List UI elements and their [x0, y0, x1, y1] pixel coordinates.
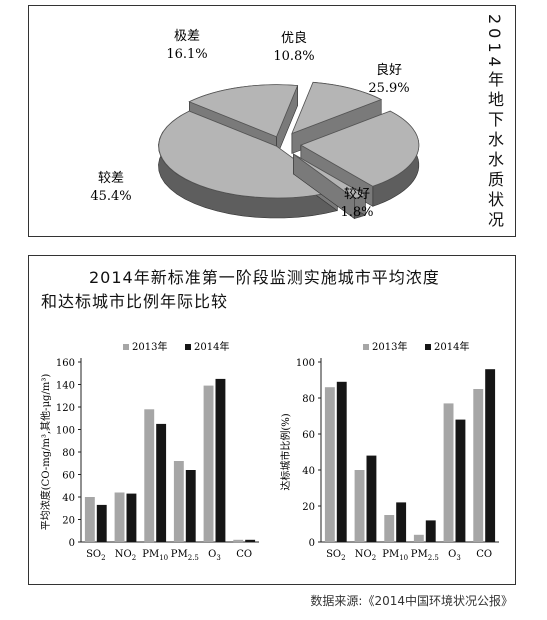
- groundwater-pie-chart: 优良 10.8% 良好 25.9% 较好 1.8% 较差 45.4% 极差 16.1%: [90, 29, 420, 220]
- y-tick-label: 80: [302, 394, 315, 405]
- pie-slice-face: [188, 84, 299, 138]
- bar-2014: [425, 520, 436, 542]
- y-tick-label: 60: [302, 430, 315, 441]
- y-tick-label: 120: [56, 403, 75, 414]
- bar-2014: [215, 378, 226, 542]
- pie-slice-face: [293, 153, 367, 199]
- bar-panel-title-line1: 2014年新标准第一阶段监测实施城市平均浓度: [89, 268, 440, 287]
- legend-swatch: [363, 344, 369, 350]
- y-tick-label: 40: [302, 466, 315, 477]
- x-tick-label: CO: [476, 549, 492, 560]
- air-quality-panel: 2014年新标准第一阶段监测实施城市平均浓度 和达标城市比例年际比较 2013年…: [28, 255, 516, 585]
- pie-slice: [293, 153, 367, 220]
- y-tick-label: 80: [62, 448, 75, 459]
- compliance-y-axis-label: 达标城市比例(%): [279, 413, 292, 490]
- x-tick-label: PM10: [382, 549, 408, 562]
- x-tick-label: PM2.5: [171, 549, 199, 562]
- bar-2014: [485, 369, 496, 542]
- x-tick-label: O3: [448, 549, 461, 562]
- pie-slice-value: 1.8%: [340, 205, 373, 220]
- bar-2013: [114, 492, 125, 542]
- y-tick-label: 20: [302, 502, 315, 513]
- y-tick-label: 100: [296, 358, 315, 369]
- y-tick-label: 160: [56, 358, 75, 369]
- pie-slice-value: 45.4%: [90, 189, 131, 204]
- pie-slice-value: 10.8%: [273, 49, 314, 64]
- y-tick-label: 40: [62, 493, 75, 504]
- x-tick-label: PM2.5: [411, 549, 439, 562]
- pie-slice-face: [158, 110, 339, 199]
- concentration-y-axis-label: 平均浓度(CO-mg/m³,其他-μg/m³): [39, 374, 52, 531]
- pie-slice-label: 较好: [344, 187, 370, 202]
- pie-title: 2014年地下水水质状况: [485, 14, 504, 231]
- pie-slice-value: 25.9%: [368, 81, 409, 96]
- legend-label: 2013年: [372, 340, 407, 353]
- bar-2014: [366, 455, 377, 542]
- bar-panel-title-line2: 和达标城市比例年际比较: [41, 292, 229, 311]
- legend-swatch: [185, 344, 191, 350]
- bar-2013: [473, 389, 484, 542]
- bar-2013: [324, 387, 335, 542]
- pie-slice-label: 极差: [174, 29, 200, 44]
- bar-2014: [396, 502, 407, 542]
- pie-slice-label: 较差: [98, 171, 124, 186]
- pie-slice-label: 良好: [376, 62, 402, 78]
- y-tick-label: 20: [62, 516, 75, 527]
- legend-swatch: [425, 344, 431, 350]
- x-tick-label: CO: [236, 549, 252, 560]
- groundwater-panel: 优良 10.8% 良好 25.9% 较好 1.8% 较差 45.4% 极差 16.1% 2014年…: [28, 5, 516, 237]
- concentration-bar-chart: 2013年 2014年 0 20 40 60 80 100 120 140 160 平均浓度(CO-m…: [39, 340, 259, 562]
- legend-label: 2014年: [434, 340, 469, 353]
- bar-2014: [455, 419, 466, 542]
- bar-2014: [245, 539, 256, 543]
- y-tick-label: 0: [69, 538, 75, 549]
- legend-label: 2014年: [194, 340, 229, 353]
- bar-2013: [84, 497, 95, 542]
- data-source-note: 数据来源:《2014中国环境状况公报》: [310, 594, 513, 608]
- y-tick-label: 60: [62, 471, 75, 482]
- pie-slice-label: 优良: [281, 30, 307, 46]
- bar-panel-title: 2014年新标准第一阶段监测实施城市平均浓度 和达标城市比例年际比较: [41, 266, 511, 314]
- chart-legend: 2013年 2014年: [123, 340, 229, 353]
- x-tick-label: NO2: [355, 549, 376, 562]
- bar-2013: [354, 470, 365, 542]
- bar-2014: [185, 470, 196, 542]
- bar-2014: [96, 504, 107, 542]
- bar-2013: [144, 409, 155, 543]
- compliance-bar-chart: 2013年 2014年 0 20 40 60 80 100 达标城市比例(%) SO2 NO2 PM1…: [279, 340, 499, 562]
- bar-2013: [233, 539, 244, 543]
- x-tick-label: SO2: [86, 549, 106, 562]
- pie-slice-face: [291, 81, 383, 135]
- y-tick-label: 140: [56, 381, 75, 392]
- bar-2013: [203, 385, 214, 542]
- x-tick-label: SO2: [326, 549, 346, 562]
- x-tick-label: PM10: [142, 549, 168, 562]
- bar-2014: [126, 493, 137, 542]
- bar-2014: [336, 381, 347, 542]
- x-tick-label: O3: [208, 549, 221, 562]
- bar-2013: [173, 461, 184, 542]
- bar-2014: [156, 423, 167, 542]
- pie-slice-face: [299, 110, 420, 187]
- legend-label: 2013年: [132, 340, 167, 353]
- y-tick-label: 0: [309, 538, 315, 549]
- y-tick-label: 100: [56, 426, 75, 437]
- legend-swatch: [123, 344, 129, 350]
- pie-slice-value: 16.1%: [166, 47, 207, 62]
- chart-legend: 2013年 2014年: [363, 340, 469, 353]
- bar-2013: [413, 534, 424, 542]
- bar-2013: [384, 515, 395, 542]
- bar-2013: [443, 403, 454, 542]
- x-tick-label: NO2: [115, 549, 136, 562]
